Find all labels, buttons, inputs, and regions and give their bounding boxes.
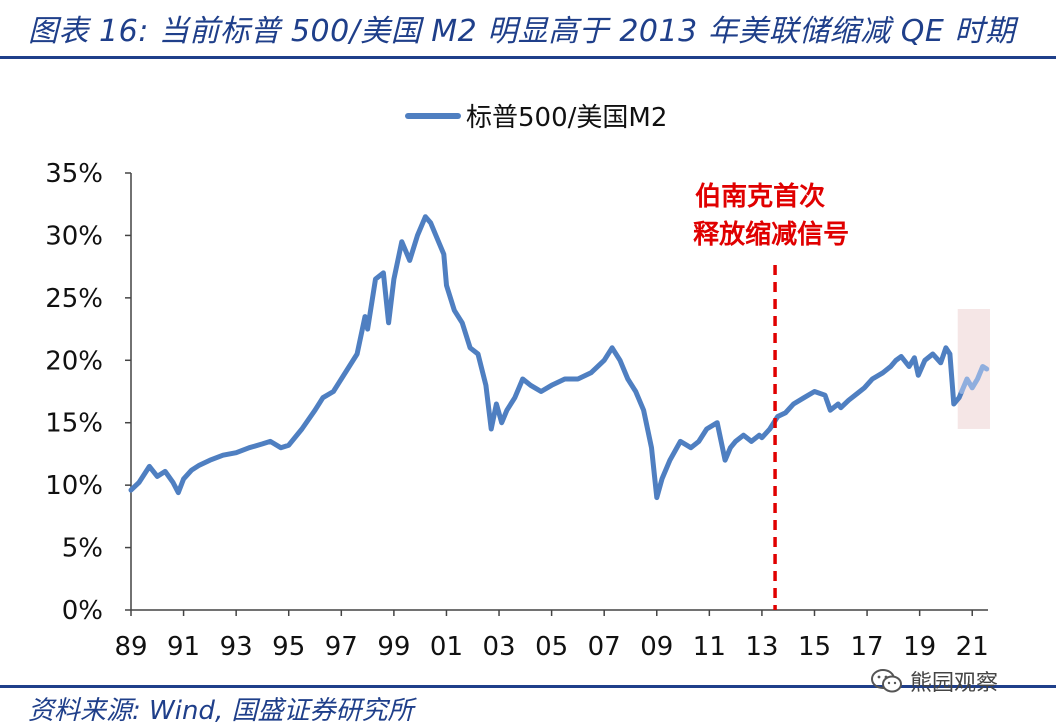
watermark-text: 熊园观察 [910,671,999,696]
y-tick-label: 0% [62,596,103,626]
x-tick-label: 03 [482,632,515,662]
footer-rule [0,685,1056,688]
annotation-text: 释放缩减信号 [693,219,849,250]
y-tick-label: 20% [45,346,103,376]
x-tick-label: 99 [377,632,410,662]
x-tick-label: 21 [956,632,989,662]
y-tick-label: 25% [45,284,103,314]
figure-header: 图表 16: 当前标普 500/美国 M2 明显高于 2013 年美联储缩减 Q… [0,0,1056,56]
x-tick-label: 09 [640,632,673,662]
x-tick-label: 07 [588,632,621,662]
header-rule [0,56,1056,59]
annotation-text: 伯南克首次 [695,181,825,212]
figure-title: 图表 16: 当前标普 500/美国 M2 明显高于 2013 年美联储缩减 Q… [28,14,1016,49]
y-tick-label: 10% [45,471,103,501]
x-tick-label: 13 [745,632,778,662]
series-line-recent [959,364,990,394]
y-tick-label: 15% [45,409,103,439]
x-tick-label: 19 [903,632,936,662]
x-tick-label: 91 [167,632,200,662]
watermark: 熊园观察 [870,665,998,697]
y-tick-label: 35% [45,159,103,189]
x-tick-label: 11 [693,632,726,662]
chart-axes: 0% 5% 10% 15% 20% 25% 30% 35% 89 91 93 95 97 99 01 03 05… [45,159,989,662]
x-tick-label: 93 [220,632,253,662]
series-line [128,214,965,501]
line-chart: 标普500/美国M2 0% 5% 10% 15% 20% 25% 30% 35% 89 91 93 9… [45,103,990,662]
chart-plot-area [128,214,990,501]
x-tick-label: 97 [325,632,358,662]
source-note: 资料来源: Wind, 国盛证券研究所 [28,696,414,726]
x-tick-label: 17 [851,632,884,662]
x-tick-label: 05 [535,632,568,662]
x-tick-label: 95 [272,632,305,662]
y-tick-label: 5% [62,534,103,564]
chart-legend: 标普500/美国M2 [405,103,667,133]
x-tick-label: 01 [430,632,463,662]
wechat-icon [871,669,902,693]
x-tick-label: 15 [798,632,831,662]
legend-label: 标普500/美国M2 [466,103,667,133]
y-tick-label: 30% [45,221,103,251]
x-tick-label: 89 [114,632,147,662]
